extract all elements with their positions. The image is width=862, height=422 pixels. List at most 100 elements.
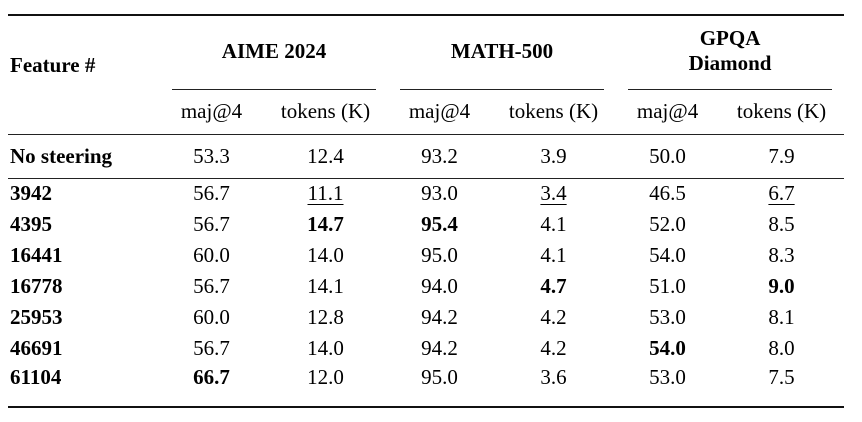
cell-gpqa-maj4: 51.0 [616, 271, 719, 302]
cell-aime-tokens: 12.0 [263, 364, 388, 407]
value-text: 14.0 [307, 243, 344, 267]
table-row-61104: 61104 66.7 12.0 95.0 3.6 53.0 7.5 [8, 364, 844, 407]
value-text: 56.7 [193, 212, 230, 236]
cell-gpqa-tokens: 8.0 [719, 333, 844, 364]
value-text: 14.7 [307, 212, 344, 236]
cell-gpqa-tokens: 8.3 [719, 240, 844, 271]
cell-feature: 16441 [10, 243, 63, 267]
group-header-row: Feature # AIME 2024 MATH-500 GPQA Diamon… [8, 15, 844, 135]
value-text: 7.5 [768, 365, 795, 389]
cell-math-tokens: 4.1 [491, 240, 616, 271]
cell-math-maj4: 93.0 [388, 178, 491, 209]
cell-gpqa-tokens: 9.0 [719, 271, 844, 302]
cell-math-tokens: 4.2 [491, 333, 616, 364]
cell-aime-tokens: 14.0 [263, 240, 388, 271]
cell-math-maj4: 94.0 [388, 271, 491, 302]
subcol-header-gpqa-maj4: maj@4 [616, 90, 720, 135]
value-text: 7.9 [768, 143, 795, 168]
group-label: MATH-500 [450, 38, 554, 63]
value-text: 95.0 [421, 243, 458, 267]
cell-gpqa-maj4: 54.0 [616, 333, 719, 364]
value-text: 53.0 [649, 305, 686, 329]
value-text: 93.0 [421, 181, 458, 206]
cell-gpqa-tokens: 8.1 [719, 302, 844, 333]
value-text: 4.1 [540, 243, 567, 267]
value-text: 14.1 [307, 274, 344, 298]
cell-gpqa-tokens: 7.5 [719, 364, 844, 407]
cell-aime-maj4: 66.7 [160, 364, 263, 407]
table-row-no-steering: No steering 53.3 12.4 93.2 3.9 50.0 7.9 [8, 134, 845, 179]
cell-math-maj4: 94.2 [388, 333, 491, 364]
table-row-3942: 3942 56.7 11.1 93.0 3.4 46.5 6.7 [8, 178, 844, 209]
cell-aime-tokens: 12.8 [263, 302, 388, 333]
cell-gpqa-maj4: 52.0 [616, 209, 719, 240]
cell-math-maj4: 95.0 [388, 240, 491, 271]
subcol-header-aime-tokens: tokens (K) [263, 90, 389, 135]
subcol-header-math-maj4: maj@4 [388, 90, 492, 135]
cell-math-tokens: 4.1 [491, 209, 616, 240]
value-text: 4.7 [540, 274, 567, 298]
value-text: 94.0 [421, 274, 458, 298]
value-text: 4.1 [540, 212, 567, 236]
cell-math-tokens: 4.7 [491, 271, 616, 302]
subcol-header-row: maj@4 tokens (K) maj@4 tokens (K) maj@4 … [8, 90, 845, 135]
cell-gpqa-maj4: 46.5 [616, 178, 719, 209]
cell-feature: 46691 [10, 336, 63, 360]
cell-feature: 3942 [10, 181, 52, 206]
cell-math-maj4: 95.0 [388, 364, 491, 407]
table-row-16441: 16441 60.0 14.0 95.0 4.1 54.0 8.3 [8, 240, 844, 271]
group-underline-rule [628, 89, 833, 90]
value-text: 12.0 [307, 365, 344, 389]
table-row-16778: 16778 56.7 14.1 94.0 4.7 51.0 9.0 [8, 271, 844, 302]
value-text: 12.8 [307, 305, 344, 329]
col-header-feature: Feature # [8, 15, 160, 135]
cell-feature: 25953 [10, 305, 63, 329]
cell-feature: 16778 [10, 274, 63, 298]
value-text: 4.2 [540, 336, 567, 360]
table-row-4395: 4395 56.7 14.7 95.4 4.1 52.0 8.5 [8, 209, 844, 240]
cell-gpqa-maj4: 53.0 [616, 302, 719, 333]
value-text: 8.3 [768, 243, 795, 267]
cell-aime-tokens: 12.4 [263, 134, 389, 179]
subcol-header-gpqa-tokens: tokens (K) [719, 90, 845, 135]
value-text: 14.0 [307, 336, 344, 360]
value-text: 9.0 [768, 274, 795, 298]
table-row-25953: 25953 60.0 12.8 94.2 4.2 53.0 8.1 [8, 302, 844, 333]
value-text: 60.0 [193, 243, 230, 267]
value-text: 51.0 [649, 274, 686, 298]
value-text: 93.2 [421, 143, 458, 168]
cell-aime-tokens: 14.7 [263, 209, 388, 240]
cell-gpqa-maj4: 53.0 [616, 364, 719, 407]
value-text: 66.7 [193, 365, 230, 389]
value-text: 95.4 [421, 212, 458, 236]
value-text: 8.0 [768, 336, 795, 360]
cell-gpqa-tokens: 7.9 [719, 134, 845, 179]
group-label: AIME 2024 [221, 38, 327, 63]
value-text: 6.7 [768, 181, 795, 206]
value-text: 60.0 [193, 305, 230, 329]
cell-math-tokens: 3.9 [491, 134, 617, 179]
cell-feature: No steering [8, 134, 160, 179]
value-text: 46.5 [649, 181, 686, 206]
group-label: GPQA Diamond [688, 26, 772, 75]
value-text: 56.7 [193, 336, 230, 360]
value-text: 56.7 [193, 181, 230, 206]
table-body: No steering 53.3 12.4 93.2 3.9 50.0 7.9 … [8, 134, 845, 407]
cell-math-tokens: 4.2 [491, 302, 616, 333]
cell-gpqa-tokens: 8.5 [719, 209, 844, 240]
value-text: 12.4 [307, 143, 344, 168]
cell-aime-tokens: 14.1 [263, 271, 388, 302]
cell-math-tokens: 3.6 [491, 364, 616, 407]
subcol-header-math-tokens: tokens (K) [491, 90, 617, 135]
value-text: 8.1 [768, 305, 795, 329]
value-text: 53.3 [193, 143, 230, 168]
cell-gpqa-maj4: 54.0 [616, 240, 719, 271]
results-table: Feature # AIME 2024 MATH-500 GPQA Diamon… [8, 14, 845, 408]
value-text: 56.7 [193, 274, 230, 298]
value-text: 3.4 [540, 181, 567, 206]
cell-math-tokens: 3.4 [491, 178, 616, 209]
cell-feature: 4395 [10, 212, 52, 236]
cell-aime-tokens: 11.1 [263, 178, 388, 209]
value-text: 53.0 [649, 365, 686, 389]
cell-math-maj4: 94.2 [388, 302, 491, 333]
